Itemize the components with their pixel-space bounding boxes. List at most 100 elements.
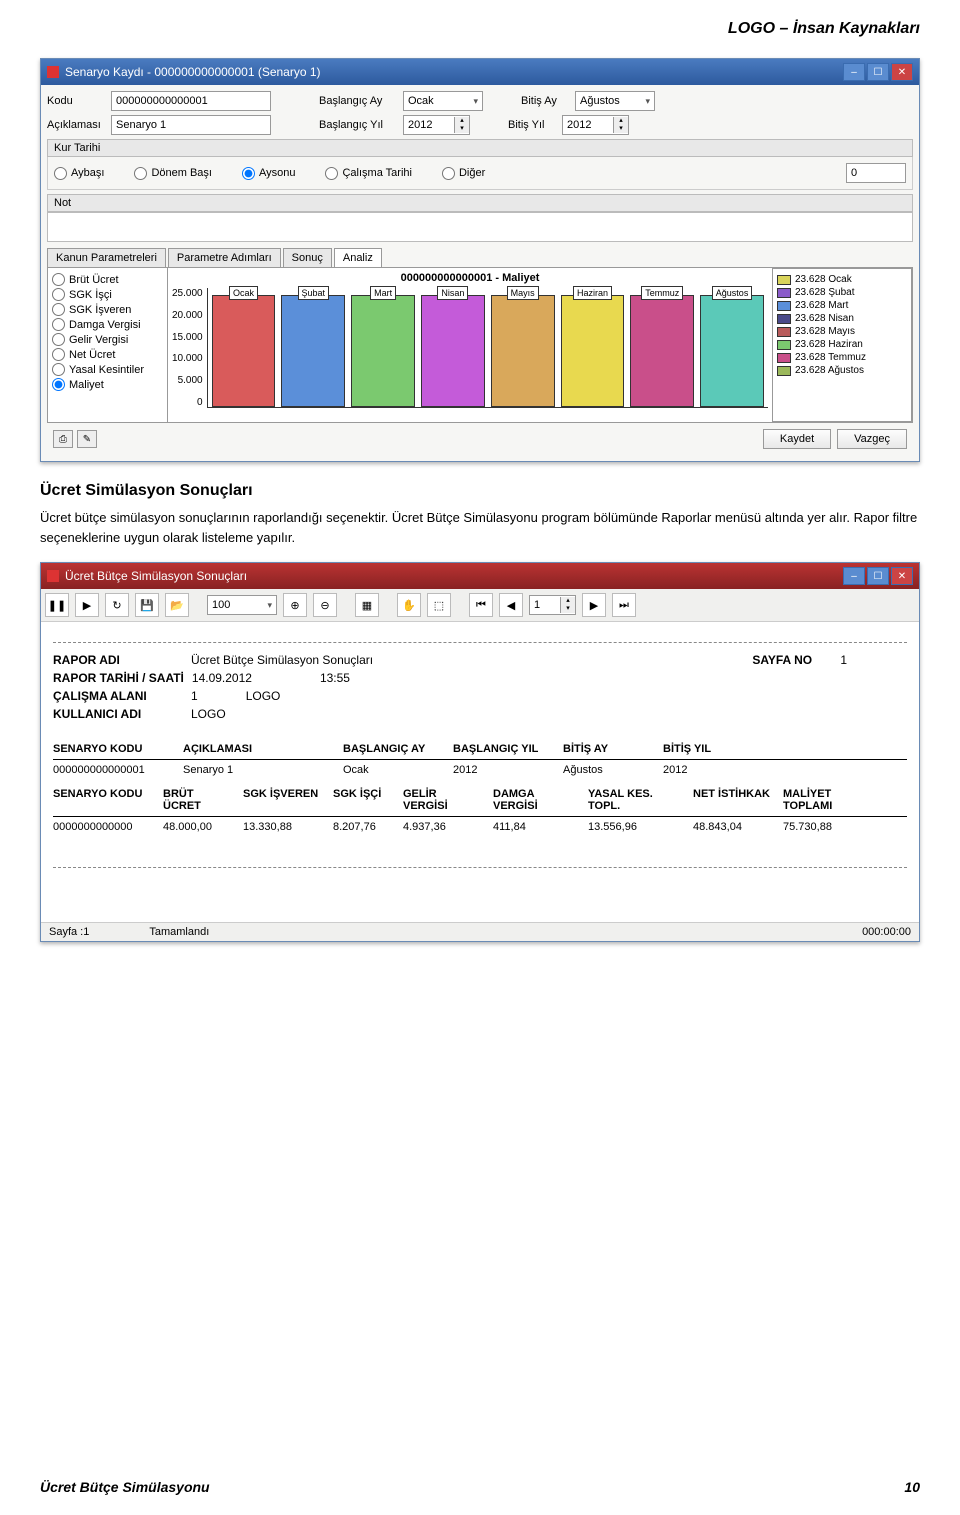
section-body: Ücret bütçe simülasyon sonuçlarının rapo… bbox=[40, 508, 920, 547]
tab-analiz[interactable]: Analiz bbox=[334, 248, 382, 267]
legend-item: 23.628 Şubat bbox=[777, 286, 907, 299]
close-button[interactable]: ✕ bbox=[891, 567, 913, 585]
legend-item: 23.628 Mayıs bbox=[777, 325, 907, 338]
report-titlebar: Ücret Bütçe Simülasyon Sonuçları – ☐ ✕ bbox=[41, 563, 919, 589]
play-icon[interactable]: ▶ bbox=[75, 593, 99, 617]
minimize-button[interactable]: – bbox=[843, 63, 865, 81]
metric-sgk-i̇şveren[interactable]: SGK İşveren bbox=[52, 302, 163, 317]
last-page-icon[interactable]: ⏭ bbox=[612, 593, 636, 617]
metric-brüt-ücret[interactable]: Brüt Ücret bbox=[52, 272, 163, 287]
metric-sgk-i̇şçi[interactable]: SGK İşçi bbox=[52, 287, 163, 302]
rapor-adi-label: RAPOR ADI bbox=[53, 653, 183, 667]
tool-icon-1[interactable]: ⎙ bbox=[53, 430, 73, 448]
titlebar: Senaryo Kaydı - 000000000000001 (Senaryo… bbox=[41, 59, 919, 85]
next-page-icon[interactable]: ▶ bbox=[582, 593, 606, 617]
bar-mayıs: Mayıs bbox=[491, 288, 555, 407]
baslangic-yil-spinner[interactable]: ▴▾ bbox=[403, 115, 470, 135]
baslangic-ay-dropdown[interactable]: Ocak▾ bbox=[403, 91, 483, 111]
tab-parametre-adimlari[interactable]: Parametre Adımları bbox=[168, 248, 281, 267]
save-icon[interactable]: 💾 bbox=[135, 593, 159, 617]
kullanici-label: KULLANICI ADI bbox=[53, 707, 183, 721]
calisma-alani-label: ÇALIŞMA ALANI bbox=[53, 689, 183, 703]
table1-header: SENARYO KODU AÇIKLAMASI BAŞLANGIÇ AY BAŞ… bbox=[53, 743, 907, 760]
table2-header: SENARYO KODU BRÜT ÜCRET SGK İŞVEREN SGK … bbox=[53, 788, 907, 817]
bar-mart: Mart bbox=[351, 288, 415, 407]
page-spinner[interactable]: ▴▾ bbox=[529, 595, 576, 615]
legend-item: 23.628 Mart bbox=[777, 299, 907, 312]
zoom-dropdown[interactable]: 100▾ bbox=[207, 595, 277, 615]
bitis-ay-label: Bitiş Ay bbox=[521, 95, 571, 107]
sayfa-no-value: 1 bbox=[840, 653, 847, 667]
kaydet-button[interactable]: Kaydet bbox=[763, 429, 831, 449]
open-icon[interactable]: 📂 bbox=[165, 593, 189, 617]
metric-gelir-vergisi[interactable]: Gelir Vergisi bbox=[52, 332, 163, 347]
legend-item: 23.628 Nisan bbox=[777, 312, 907, 325]
legend-item: 23.628 Haziran bbox=[777, 338, 907, 351]
report-statusbar: Sayfa :1 Tamamlandı 000:00:00 bbox=[41, 922, 919, 941]
grid-icon[interactable]: ▦ bbox=[355, 593, 379, 617]
radio-donem-basi[interactable]: Dönem Başı bbox=[134, 167, 212, 180]
window-title: Senaryo Kaydı - 000000000000001 (Senaryo… bbox=[65, 65, 321, 79]
baslangic-ay-label: Başlangıç Ay bbox=[319, 95, 399, 107]
kur-tarihi-group: Kur Tarihi bbox=[47, 139, 913, 157]
vazgec-button[interactable]: Vazgeç bbox=[837, 429, 907, 449]
metric-list: Brüt ÜcretSGK İşçiSGK İşverenDamga Vergi… bbox=[48, 268, 168, 422]
kodu-label: Kodu bbox=[47, 95, 107, 107]
report-toolbar: ❚❚ ▶ ↻ 💾 📂 100▾ ⊕ ⊖ ▦ ✋ ⬚ ⏮ ◀ ▴▾ ▶ ⏭ bbox=[41, 589, 919, 622]
status-tamam: Tamamlandı bbox=[149, 926, 209, 938]
first-page-icon[interactable]: ⏮ bbox=[469, 593, 493, 617]
tab-sonuc[interactable]: Sonuç bbox=[283, 248, 332, 267]
legend-item: 23.628 Ocak bbox=[777, 273, 907, 286]
maximize-button[interactable]: ☐ bbox=[867, 63, 889, 81]
bar-temmuz: Temmuz bbox=[630, 288, 694, 407]
radio-aybasi[interactable]: Aybaşı bbox=[54, 167, 104, 180]
chart-area: 000000000000001 - Maliyet 25.00020.00015… bbox=[168, 268, 772, 422]
not-textarea[interactable] bbox=[47, 212, 913, 242]
tool-icon-2[interactable]: ✎ bbox=[77, 430, 97, 448]
metric-net-ücret[interactable]: Net Ücret bbox=[52, 347, 163, 362]
sayfa-no-label: SAYFA NO bbox=[752, 653, 832, 667]
bar-şubat: Şubat bbox=[281, 288, 345, 407]
chart-title: 000000000000001 - Maliyet bbox=[172, 272, 768, 284]
zoom-out-icon[interactable]: ⊖ bbox=[313, 593, 337, 617]
baslangic-yil-label: Başlangıç Yıl bbox=[319, 119, 399, 131]
refresh-icon[interactable]: ↻ bbox=[105, 593, 129, 617]
radio-aysonu[interactable]: Aysonu bbox=[242, 167, 296, 180]
app-icon bbox=[47, 66, 59, 78]
kullanici-value: LOGO bbox=[191, 707, 226, 721]
metric-maliyet[interactable]: Maliyet bbox=[52, 377, 163, 392]
status-page: Sayfa :1 bbox=[49, 926, 89, 938]
legend-item: 23.628 Ağustos bbox=[777, 364, 907, 377]
not-group: Not bbox=[47, 194, 913, 212]
rapor-tarihi-value: 14.09.2012 bbox=[192, 671, 252, 685]
kodu-input[interactable] bbox=[111, 91, 271, 111]
minimize-button[interactable]: – bbox=[843, 567, 865, 585]
bitis-ay-dropdown[interactable]: Ağustos▾ bbox=[575, 91, 655, 111]
close-button[interactable]: ✕ bbox=[891, 63, 913, 81]
calisma-alani-value: 1 bbox=[191, 689, 198, 703]
bitis-yil-spinner[interactable]: ▴▾ bbox=[562, 115, 629, 135]
kur-tarihi-radios: Aybaşı Dönem Başı Aysonu Çalışma Tarihi … bbox=[47, 157, 913, 190]
chart-legend: 23.628 Ocak23.628 Şubat23.628 Mart23.628… bbox=[772, 268, 912, 422]
chart-bars: OcakŞubatMartNisanMayısHaziranTemmuzAğus… bbox=[207, 288, 768, 408]
radio-calisma-tarihi[interactable]: Çalışma Tarihi bbox=[325, 167, 412, 180]
rapor-adi-value: Ücret Bütçe Simülasyon Sonuçları bbox=[191, 653, 373, 667]
aciklamasi-input[interactable] bbox=[111, 115, 271, 135]
metric-damga-vergisi[interactable]: Damga Vergisi bbox=[52, 317, 163, 332]
bar-nisan: Nisan bbox=[421, 288, 485, 407]
bar-haziran: Haziran bbox=[561, 288, 625, 407]
tab-kanun-parametreleri[interactable]: Kanun Parametreleri bbox=[47, 248, 166, 267]
prev-page-icon[interactable]: ◀ bbox=[499, 593, 523, 617]
rapor-tarihi-label: RAPOR TARİHİ / SAATİ bbox=[53, 671, 184, 685]
select-icon[interactable]: ⬚ bbox=[427, 593, 451, 617]
maximize-button[interactable]: ☐ bbox=[867, 567, 889, 585]
metric-yasal-kesintiler[interactable]: Yasal Kesintiler bbox=[52, 362, 163, 377]
report-window: Ücret Bütçe Simülasyon Sonuçları – ☐ ✕ ❚… bbox=[40, 562, 920, 942]
chart-y-axis: 25.00020.00015.00010.0005.0000 bbox=[172, 288, 207, 408]
hand-icon[interactable]: ✋ bbox=[397, 593, 421, 617]
radio-diger[interactable]: Diğer bbox=[442, 167, 485, 180]
zoom-in-icon[interactable]: ⊕ bbox=[283, 593, 307, 617]
pause-icon[interactable]: ❚❚ bbox=[45, 593, 69, 617]
diger-input[interactable] bbox=[846, 163, 906, 183]
footer-left: Ücret Bütçe Simülasyonu bbox=[40, 1479, 210, 1495]
